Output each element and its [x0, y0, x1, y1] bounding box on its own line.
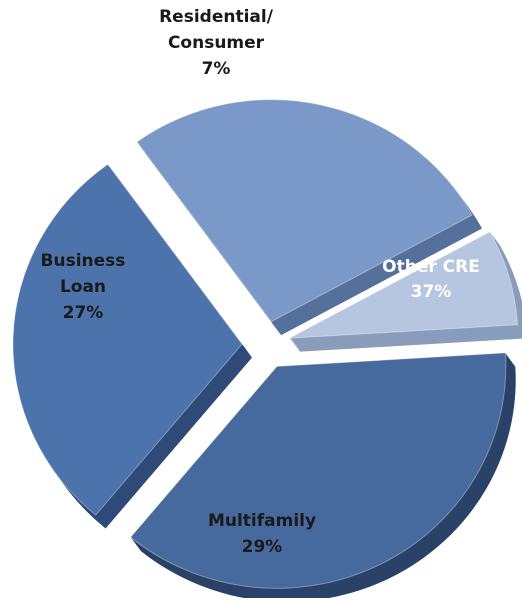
slice-label-line-residential-consumer: Consumer	[168, 33, 265, 53]
slice-label-line-multifamily: Multifamily	[208, 511, 316, 531]
slice-label-line-business-loan: Loan	[60, 277, 106, 297]
slice-label-line-business-loan: Business	[41, 251, 126, 271]
slice-label-residential-consumer: Residential/Consumer 7%	[159, 7, 274, 79]
slice-label-line-other-cre: Other CRE	[382, 257, 480, 277]
slice-value-other-cre: 37%	[411, 282, 452, 302]
slice-value-multifamily: 29%	[242, 537, 283, 557]
slice-label-line-residential-consumer: Residential/	[159, 7, 274, 27]
slice-value-business-loan: 27%	[63, 303, 104, 323]
slice-value-residential-consumer: 7%	[202, 59, 231, 79]
